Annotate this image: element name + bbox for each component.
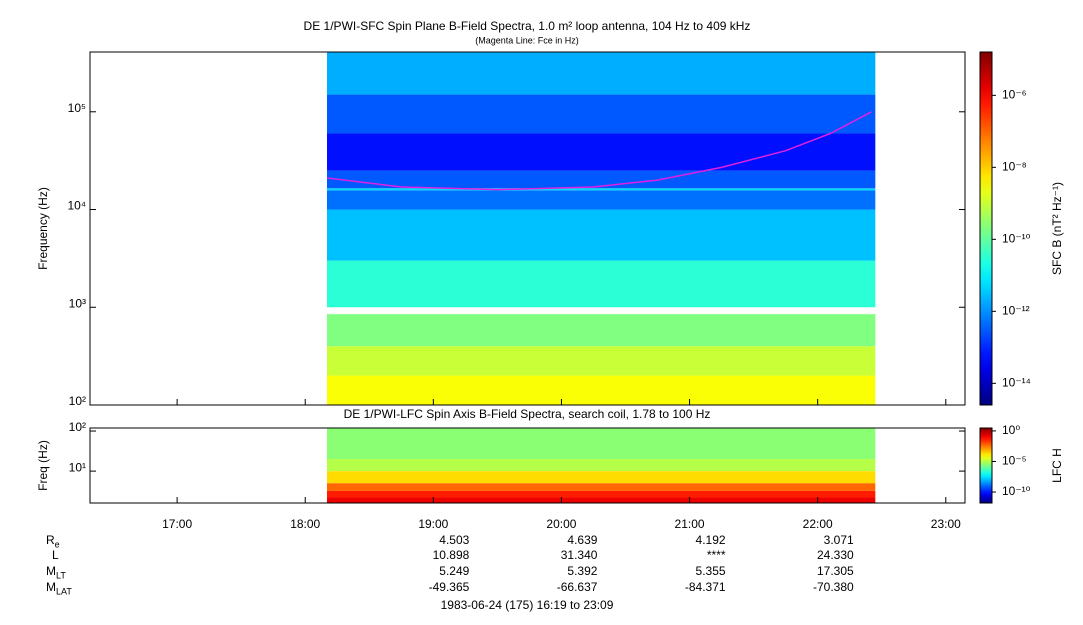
colorbar-tick-label: 10⁻⁸ <box>1002 160 1027 174</box>
y-tick-label: 10² <box>69 394 86 408</box>
spectrogram-band <box>327 471 876 484</box>
ephemeris-label-sub: e <box>55 539 60 549</box>
fce-line <box>326 111 872 191</box>
ephemeris-value: 24.330 <box>817 548 854 562</box>
ephemeris-value: 5.392 <box>567 564 597 578</box>
spectrogram-band <box>327 209 876 261</box>
ephemeris-value: 5.355 <box>696 564 726 578</box>
ephemeris-value: 4.192 <box>696 533 726 547</box>
spectrogram-band <box>327 375 876 405</box>
colorbar-tick-label: 10⁻¹⁰ <box>1002 484 1031 498</box>
colorbar-tick-label: 10⁻⁵ <box>1002 454 1027 468</box>
footer: 1983-06-24 (175) 16:19 to 23:09 <box>441 598 614 612</box>
ephemeris-label: M <box>46 580 56 594</box>
plot-frame <box>89 51 966 406</box>
colorbar-tick-label: 10⁻¹⁴ <box>1002 375 1031 389</box>
x-tick-label: 21:00 <box>675 517 705 531</box>
x-tick-label: 22:00 <box>803 517 833 531</box>
ephemeris-value: 5.249 <box>439 564 469 578</box>
ephemeris-label: R <box>46 533 55 547</box>
x-tick-label: 19:00 <box>418 517 448 531</box>
colorbar-label: LFC H <box>1050 448 1064 483</box>
ephemeris-value: 17.305 <box>817 564 854 578</box>
chart-subtitle: (Magenta Line: Fce in Hz) <box>475 35 579 45</box>
ephemeris-value: 4.503 <box>439 533 469 547</box>
y-tick-label: 10³ <box>69 296 86 310</box>
y-axis-label: Freq (Hz) <box>36 440 50 491</box>
spectrogram-band <box>327 497 876 503</box>
spectrogram-band <box>327 346 876 376</box>
y-axis-label: Frequency (Hz) <box>36 187 50 270</box>
spectrogram-band <box>327 52 876 95</box>
spectrogram-band <box>327 483 876 491</box>
colorbar-label: SFC B (nT² Hz⁻¹) <box>1050 182 1064 275</box>
plot-frame <box>89 427 966 504</box>
colorbar <box>979 51 993 406</box>
spectrogram-band <box>327 314 876 347</box>
ephemeris-value: 3.071 <box>824 533 854 547</box>
spectrogram-band <box>327 260 876 308</box>
spectrogram-band <box>327 133 876 171</box>
y-tick-label: 10⁵ <box>68 101 86 115</box>
colorbar-tick-label: 10⁻¹⁰ <box>1002 232 1031 246</box>
ephemeris-value: 31.340 <box>561 548 598 562</box>
ephemeris-label-sub: LAT <box>56 586 72 596</box>
spectrogram-band <box>327 490 876 498</box>
y-tick-label: 10⁴ <box>67 199 86 213</box>
x-tick-label: 18:00 <box>290 517 320 531</box>
ephemeris-value: -84.371 <box>685 580 726 594</box>
ephemeris-label: M <box>46 564 56 578</box>
ephemeris-value: 4.639 <box>567 533 597 547</box>
ephemeris-label-sub: LT <box>56 570 66 580</box>
colorbar-tick-label: 10⁻¹² <box>1002 304 1030 318</box>
ephemeris-value: -49.365 <box>429 580 470 594</box>
panel-title: DE 1/PWI-LFC Spin Axis B-Field Spectra, … <box>344 407 711 421</box>
chart-title: DE 1/PWI-SFC Spin Plane B-Field Spectra,… <box>304 19 751 33</box>
ephemeris-value: -66.637 <box>557 580 598 594</box>
colorbar <box>979 427 993 504</box>
x-tick-label: 23:00 <box>931 517 961 531</box>
ephemeris-label: L <box>52 548 59 562</box>
y-tick-label: 10¹ <box>69 460 86 474</box>
spectrogram-band <box>327 190 876 210</box>
ephemeris-value: -70.380 <box>813 580 854 594</box>
spectrogram-band <box>327 428 876 460</box>
colorbar-tick-label: 10⁰ <box>1002 423 1020 437</box>
x-tick-label: 20:00 <box>546 517 576 531</box>
colorbar-tick-label: 10⁻⁶ <box>1002 88 1027 102</box>
spectrogram-band <box>327 94 876 134</box>
y-tick-label: 10² <box>69 420 86 434</box>
ephemeris-value: 10.898 <box>433 548 470 562</box>
spectrogram-band <box>327 170 876 189</box>
x-tick-label: 17:00 <box>162 517 192 531</box>
spectrogram-band <box>327 188 876 191</box>
spectrogram-band <box>327 459 876 472</box>
ephemeris-value: **** <box>707 548 726 562</box>
